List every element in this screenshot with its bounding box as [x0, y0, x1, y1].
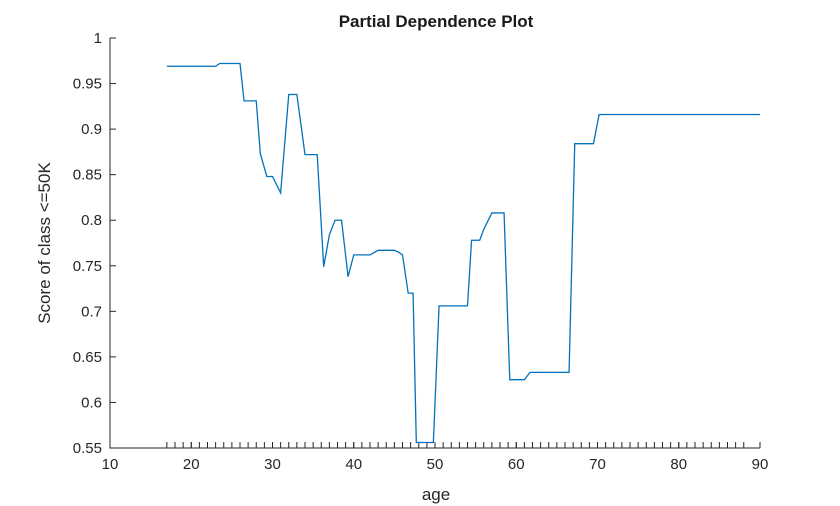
data-rug-ticks [166, 442, 761, 448]
y-axis-ticks: 0.55 0.6 0.65 0.7 0.75 0.8 0.85 0.9 0.95 1 [73, 30, 116, 457]
y-tick-label: 0.9 [81, 121, 102, 138]
x-tick-label: 80 [670, 456, 687, 473]
y-tick-label: 0.85 [73, 167, 102, 184]
axes [109, 38, 760, 449]
y-tick-label: 1 [94, 30, 102, 47]
x-tick-label: 40 [345, 456, 362, 473]
y-tick-label: 0.75 [73, 258, 102, 275]
x-tick-label: 50 [427, 456, 444, 473]
chart-title: Partial Dependence Plot [339, 12, 534, 31]
x-axis-label: age [422, 485, 450, 504]
y-axis-label: Score of class <=50K [35, 162, 54, 324]
x-axis-ticks: 10 20 30 40 50 60 70 80 90 [102, 442, 769, 473]
x-tick-label: 70 [589, 456, 606, 473]
y-tick-label: 0.6 [81, 394, 102, 411]
y-tick-label: 0.55 [73, 440, 102, 457]
y-tick-label: 0.7 [81, 303, 102, 320]
x-tick-label: 30 [264, 456, 281, 473]
x-tick-label: 90 [752, 456, 769, 473]
y-tick-label: 0.95 [73, 76, 102, 93]
series-line [166, 62, 760, 444]
y-tick-label: 0.65 [73, 349, 102, 366]
x-tick-label: 20 [183, 456, 200, 473]
x-tick-label: 10 [102, 456, 119, 473]
y-tick-label: 0.8 [81, 212, 102, 229]
x-tick-label: 60 [508, 456, 525, 473]
